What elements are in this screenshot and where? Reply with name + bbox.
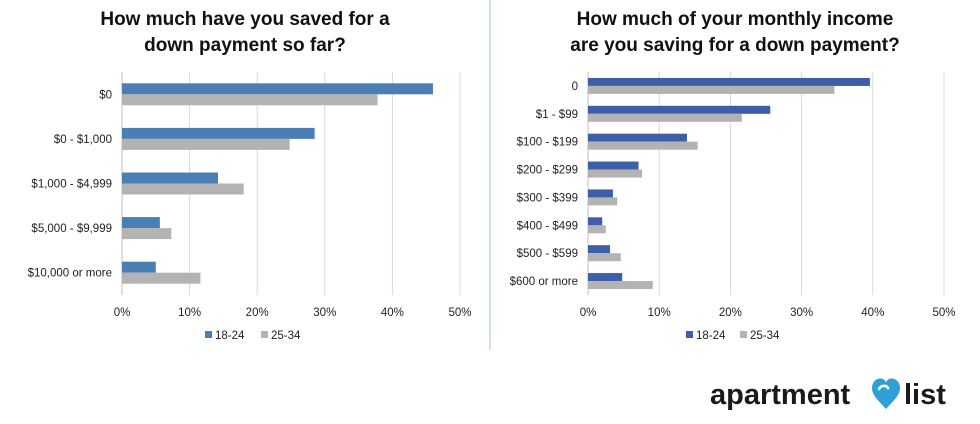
right-bar-25-34 — [588, 169, 643, 178]
left-category-label: $0 - $1,000 — [54, 134, 112, 146]
apartment-list-logo: apartment list — [710, 378, 946, 411]
right-bar-25-34 — [588, 281, 653, 290]
right-bar-18-24 — [588, 77, 870, 86]
right-x-tick-label: 10% — [648, 307, 671, 319]
left-x-tick-label: 40% — [381, 307, 404, 319]
right-bar-18-24 — [588, 105, 771, 114]
right-x-tick-label: 30% — [790, 307, 813, 319]
right-bar-25-34 — [588, 253, 621, 262]
left-x-tick-label: 30% — [313, 307, 336, 319]
left-bar-18-24 — [122, 261, 156, 273]
left-bar-25-34 — [122, 94, 378, 106]
left-bar-25-34 — [122, 138, 290, 150]
left-legend-swatch — [261, 331, 268, 338]
logo-text-list: list — [904, 379, 946, 411]
left-legend-label: 18-24 — [215, 330, 245, 342]
left-bar-18-24 — [122, 217, 160, 229]
right-x-tick-label: 0% — [580, 307, 597, 319]
right-bar-25-34 — [588, 113, 742, 122]
right-legend-label: 25-34 — [750, 330, 780, 342]
left-chart-title-line-1: How much have you saved for a — [100, 9, 390, 30]
right-category-label: $100 - $199 — [517, 137, 578, 149]
logo-text-apartment: apartment — [710, 379, 851, 411]
left-bar-25-34 — [122, 228, 172, 240]
right-bar-25-34 — [588, 85, 835, 94]
right-category-label: $1 - $99 — [536, 109, 578, 121]
left-legend-label: 25-34 — [271, 330, 301, 342]
left-x-tick-label: 0% — [114, 307, 131, 319]
left-category-label: $0 — [99, 89, 112, 101]
right-x-tick-label: 50% — [932, 307, 955, 319]
right-x-tick-label: 20% — [719, 307, 742, 319]
right-chart-title-line-2: are you saving for a down payment? — [570, 35, 899, 56]
left-legend-swatch — [205, 331, 212, 338]
left-category-label: $1,000 - $4,999 — [31, 179, 112, 191]
right-legend-label: 18-24 — [696, 330, 726, 342]
left-x-tick-label: 50% — [448, 307, 471, 319]
right-bar-18-24 — [588, 161, 639, 170]
right-bar-18-24 — [588, 245, 611, 254]
right-category-label: 0 — [572, 81, 578, 93]
left-category-label: $5,000 - $9,999 — [31, 223, 112, 235]
left-bar-18-24 — [122, 127, 315, 139]
left-bar-18-24 — [122, 83, 433, 95]
left-x-tick-label: 20% — [246, 307, 269, 319]
left-category-label: $10,000 or more — [28, 268, 112, 280]
right-category-label: $500 - $599 — [517, 248, 578, 260]
right-bar-25-34 — [588, 225, 606, 234]
left-bar-18-24 — [122, 172, 218, 184]
right-bar-18-24 — [588, 133, 687, 142]
right-bar-18-24 — [588, 273, 623, 282]
right-bar-25-34 — [588, 141, 698, 150]
right-bar-18-24 — [588, 189, 613, 198]
right-legend-swatch — [686, 331, 693, 338]
left-chart-title-line-2: down payment so far? — [144, 35, 346, 56]
right-category-label: $600 or more — [510, 276, 578, 288]
right-legend-swatch — [740, 331, 747, 338]
right-bar-18-24 — [588, 217, 603, 226]
right-x-tick-label: 40% — [861, 307, 884, 319]
chart-monthly-income-saving: How much of your monthly income are you s… — [510, 9, 956, 342]
left-bar-25-34 — [122, 183, 244, 195]
right-category-label: $300 - $399 — [517, 192, 578, 204]
chart-savings-so-far: How much have you saved for a down paymen… — [28, 9, 472, 342]
right-bar-25-34 — [588, 197, 618, 206]
heart-pin-icon — [872, 378, 900, 409]
right-category-label: $400 - $499 — [517, 220, 578, 232]
left-bar-25-34 — [122, 272, 201, 284]
left-x-tick-label: 10% — [178, 307, 201, 319]
right-category-label: $200 - $299 — [517, 165, 578, 177]
right-chart-title-line-1: How much of your monthly income — [577, 9, 894, 30]
